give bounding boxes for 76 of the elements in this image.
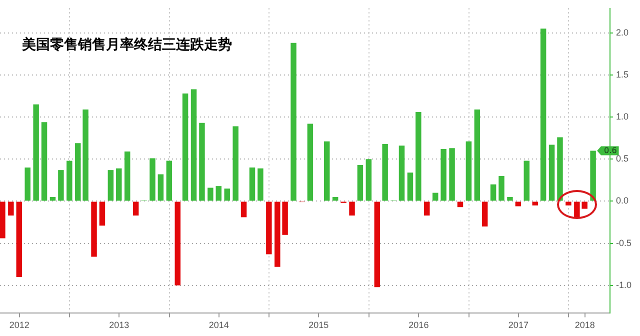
bar [557,137,563,201]
bar [24,168,30,201]
bar [349,202,355,216]
bar [8,202,14,216]
bar [91,202,97,257]
y-tick-label: -0.5 [616,238,632,248]
bar [424,202,430,216]
bar [150,158,156,201]
bar [432,192,438,201]
bar [174,202,181,286]
bar [474,109,480,201]
y-tick-label: 0.5 [616,154,629,164]
bar [41,122,48,201]
bar [182,93,188,201]
bar [515,202,522,206]
bar [332,197,338,201]
bar [490,184,496,201]
bar [324,141,330,201]
bar [548,144,555,201]
bar [407,172,414,201]
bar [449,148,455,201]
bar [440,149,446,201]
y-tick-label: 2.0 [616,27,629,38]
bar [374,202,380,288]
annotation: 0.6 [604,146,617,155]
bar [398,146,405,201]
x-tick-label: 2015 [308,320,329,330]
bar [307,124,314,201]
bar [482,202,488,226]
bar [16,202,22,277]
bar [366,159,372,201]
bar [249,168,256,201]
bar [357,165,364,201]
bar [208,188,214,201]
bar [166,160,172,201]
bar [50,197,56,201]
bar [190,89,197,201]
bar [290,42,296,201]
bar [224,188,230,201]
bar [108,170,114,201]
bar [33,104,39,201]
y-tick-label: 1.0 [616,112,629,122]
y-tick-label: 0.0 [616,196,629,206]
x-tick-label: 2014 [208,320,229,330]
bar [66,160,72,201]
y-tick-label: 1.5 [616,69,629,80]
bar [540,28,546,201]
bar [0,202,6,238]
bar [116,168,122,201]
x-tick-label: 2013 [109,320,130,330]
bar [232,126,238,201]
bar [132,202,139,216]
y-tick-label: -1.0 [616,280,632,290]
bar [382,144,388,201]
bar [524,160,530,201]
bar [507,197,513,201]
x-tick-label: 2012 [9,320,30,330]
bar [240,202,247,218]
bar [566,202,572,206]
text: 美国零售销售月率终结三连跌走势 [22,36,232,54]
bar [58,170,64,201]
bar [124,152,130,201]
bar [216,186,222,201]
bar [498,176,504,201]
bar [532,202,538,206]
bar [199,122,205,201]
bar [466,141,472,201]
bar [457,202,464,208]
x-tick-label: 2016 [408,320,429,330]
bar [416,112,422,201]
x-tick-label: 2018 [574,320,595,330]
bar [99,202,106,226]
x-tick-label: 2017 [508,320,528,330]
bar [158,174,164,201]
bar [266,202,272,254]
bar [258,168,264,201]
